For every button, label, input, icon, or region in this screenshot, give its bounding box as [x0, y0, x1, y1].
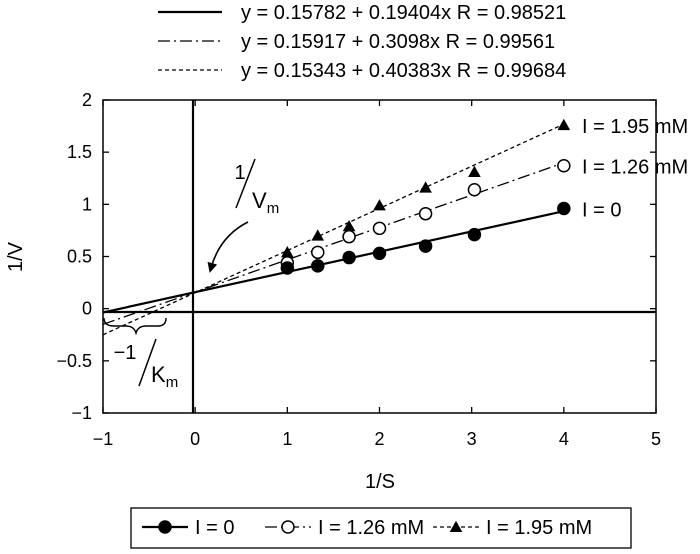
fit-equation-text: y = 0.15343 + 0.40383x R = 0.99684: [241, 60, 566, 82]
x-tick-label: 0: [190, 429, 200, 449]
legend-marker: [449, 520, 463, 533]
data-point: [418, 239, 433, 253]
data-point: [372, 221, 387, 236]
vm-letter: V: [252, 188, 267, 213]
fit-lines: [103, 123, 565, 336]
vm-subscript: m: [267, 200, 280, 217]
y-tick-label: 2: [82, 90, 92, 110]
y-axis-title: 1/V: [5, 241, 27, 272]
km-annotation: −1 Km: [103, 317, 178, 391]
legend-label: I = 1.26 mM: [318, 517, 424, 539]
legend-label: I = 1.95 mM: [486, 517, 592, 539]
svg-text:Km: Km: [151, 362, 178, 391]
data-point: [311, 229, 325, 241]
y-tick-label: −0.5: [56, 351, 92, 371]
axis-ticks: −1 0 1 2 3 4 5 −1 −0.5 0 0.5 1 1.5 2: [56, 90, 661, 449]
series-legend: I = 0 I = 1.26 mM I = 1.95 mM: [142, 517, 592, 539]
series-end-labels: I = 0 I = 1.26 mM I = 1.95 mM: [582, 116, 688, 221]
km-letter: K: [151, 362, 166, 387]
x-tick-label: 5: [651, 429, 661, 449]
fit-line-filled-triangle: [103, 123, 565, 336]
x-tick-label: 4: [559, 429, 569, 449]
series-end-label: I = 1.26 mM: [582, 157, 688, 179]
vm-fraction-slash: [235, 158, 256, 209]
x-tick-label: 1: [282, 429, 292, 449]
data-point: [468, 165, 481, 178]
data-point: [467, 182, 482, 197]
legend-label: I = 0: [195, 517, 234, 539]
legend-marker: [281, 520, 295, 534]
fit-line-filled-circle: [103, 210, 565, 314]
data-point: [310, 259, 325, 273]
data-point: [372, 246, 387, 261]
data-point: [557, 201, 571, 216]
vm-arrow: [207, 221, 249, 273]
x-tick-label: 2: [374, 429, 384, 449]
data-point: [557, 118, 571, 131]
x-tick-label: 3: [467, 429, 477, 449]
y-tick-label: 0: [82, 299, 92, 319]
x-axis-title: 1/S: [365, 471, 395, 493]
fit-equation-text: y = 0.15917 + 0.3098x R = 0.99561: [241, 31, 555, 53]
fit-equation-text: y = 0.15782 + 0.19404x R = 0.98521: [241, 2, 566, 24]
data-point: [467, 227, 482, 242]
y-tick-label: −1: [71, 403, 92, 423]
series-end-label: I = 0: [582, 200, 621, 222]
data-point: [557, 158, 571, 173]
data-point: [373, 199, 386, 211]
y-tick-label: 0.5: [67, 247, 92, 267]
data-point: [342, 250, 356, 265]
data-point: [418, 206, 433, 221]
fit-equations-legend: y = 0.15782 + 0.19404x R = 0.98521 y = 0.…: [158, 2, 566, 82]
km-subscript: m: [166, 374, 179, 391]
x-tick-label: −1: [93, 429, 114, 449]
fit-line-open-circle: [103, 162, 565, 325]
y-tick-label: 1.5: [67, 142, 92, 162]
vm-numerator: 1: [234, 162, 245, 184]
series-end-label: I = 1.95 mM: [582, 116, 688, 138]
svg-text:Vm: Vm: [252, 188, 279, 217]
legend-marker: [158, 520, 172, 534]
data-point: [342, 219, 356, 232]
data-point: [280, 261, 295, 275]
data-point: [310, 245, 325, 260]
data-point: [342, 229, 356, 244]
data-point: [419, 181, 432, 193]
y-tick-label: 1: [82, 194, 92, 214]
data-points: [280, 118, 571, 275]
km-brace: [103, 317, 167, 336]
km-numerator: −1: [114, 342, 137, 364]
vm-annotation: 1 Vm: [207, 158, 279, 273]
data-point: [281, 246, 294, 258]
km-fraction-slash: [138, 338, 157, 387]
bottom-legend-box: [130, 507, 632, 549]
